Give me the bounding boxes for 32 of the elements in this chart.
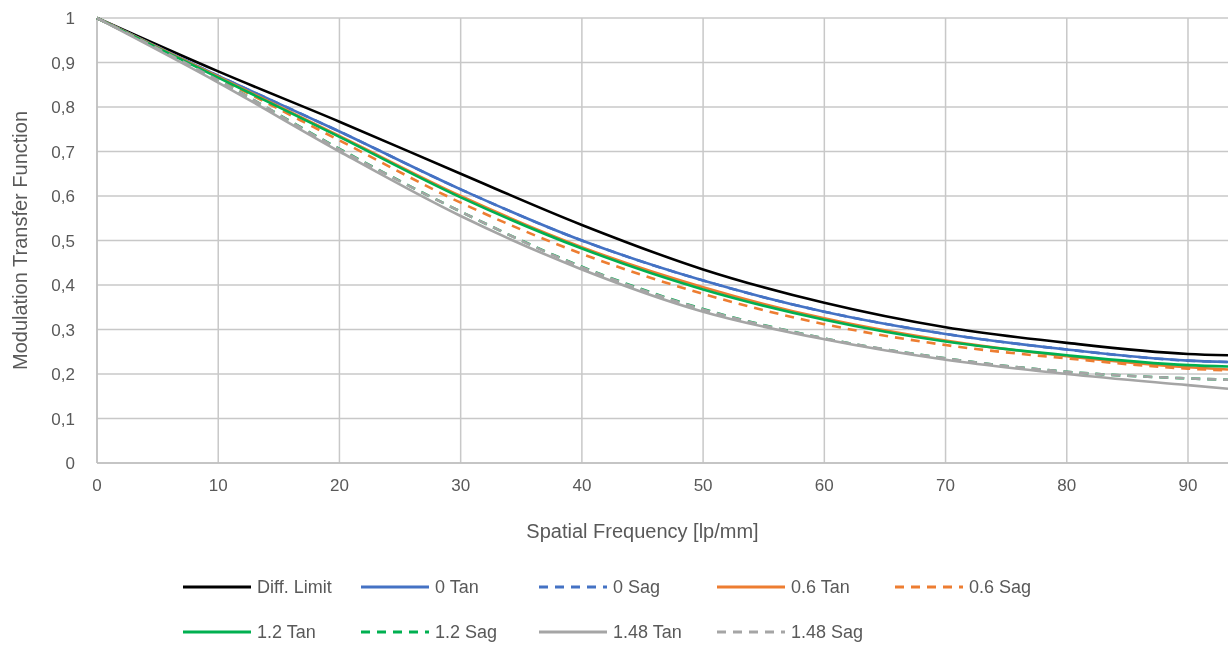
y-axis-title: Modulation Transfer Function [9,110,31,371]
y-tick-label: 0,2 [51,365,75,384]
legend-label: 0.6 Tan [791,577,850,597]
x-tick-label: 70 [936,476,956,495]
x-tick-label: 40 [572,476,592,495]
x-tick-label: 50 [693,476,713,495]
legend-label: 1.48 Sag [791,622,864,642]
y-tick-label: 0,1 [51,409,75,429]
y-tick-label: 0,6 [51,187,75,206]
y-tick-label: 0,9 [51,53,75,73]
y-tick-label: 0,8 [51,98,75,117]
legend-label: 0.6 Sag [969,577,1032,597]
y-tick-label: 1 [65,9,75,28]
y-tick-label: 0,4 [51,276,75,295]
x-tick-label: 80 [1057,476,1077,495]
legend-label: 1.2 Tan [257,622,316,642]
x-tick-label: 90 [1178,476,1198,495]
y-tick-label: 0,7 [51,142,75,162]
y-tick-label: 0 [65,454,75,473]
y-tick-label: 0,3 [51,320,75,340]
x-tick-label: 10 [208,476,228,495]
x-tick-label: 30 [451,476,471,495]
x-axis-title: Spatial Frequency [lp/mm] [526,520,759,542]
x-tick-label: 60 [814,476,834,495]
y-tick-label: 0,5 [51,231,75,251]
legend-label: 1.48 Tan [613,622,682,642]
x-tick-label: 0 [92,476,102,495]
x-tick-label: 20 [329,476,349,495]
legend-label: 0 Sag [613,577,661,597]
legend-label: 1.2 Sag [435,622,498,642]
legend-label: 0 Tan [435,577,479,597]
legend-label: Diff. Limit [257,577,332,597]
